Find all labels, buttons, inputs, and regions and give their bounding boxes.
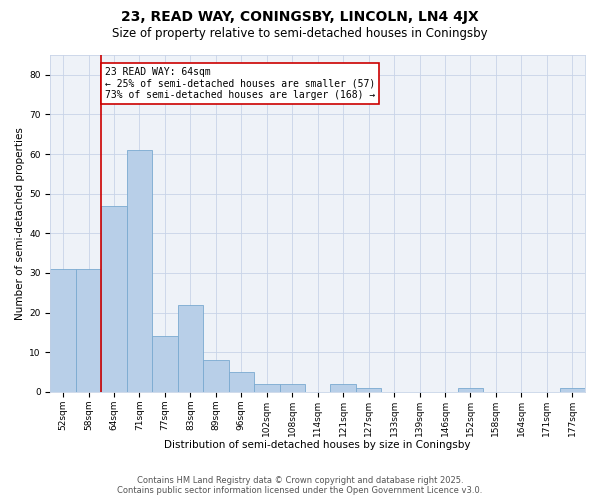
Bar (127, 150, 152, 392)
Bar (254, 384, 280, 392)
Bar (178, 304, 203, 392)
Bar (152, 336, 178, 392)
Bar (203, 360, 229, 392)
Bar (101, 206, 127, 392)
Bar (560, 388, 585, 392)
Text: 23, READ WAY, CONINGSBY, LINCOLN, LN4 4JX: 23, READ WAY, CONINGSBY, LINCOLN, LN4 4J… (121, 10, 479, 24)
Bar (50, 269, 76, 392)
X-axis label: Distribution of semi-detached houses by size in Coningsby: Distribution of semi-detached houses by … (164, 440, 471, 450)
Bar (229, 372, 254, 392)
Bar (356, 388, 382, 392)
Bar (331, 384, 356, 392)
Text: 23 READ WAY: 64sqm
← 25% of semi-detached houses are smaller (57)
73% of semi-de: 23 READ WAY: 64sqm ← 25% of semi-detache… (105, 67, 376, 100)
Text: Contains HM Land Registry data © Crown copyright and database right 2025.
Contai: Contains HM Land Registry data © Crown c… (118, 476, 482, 495)
Bar (458, 388, 483, 392)
Y-axis label: Number of semi-detached properties: Number of semi-detached properties (15, 127, 25, 320)
Bar (280, 384, 305, 392)
Text: Size of property relative to semi-detached houses in Coningsby: Size of property relative to semi-detach… (112, 28, 488, 40)
Bar (76, 269, 101, 392)
